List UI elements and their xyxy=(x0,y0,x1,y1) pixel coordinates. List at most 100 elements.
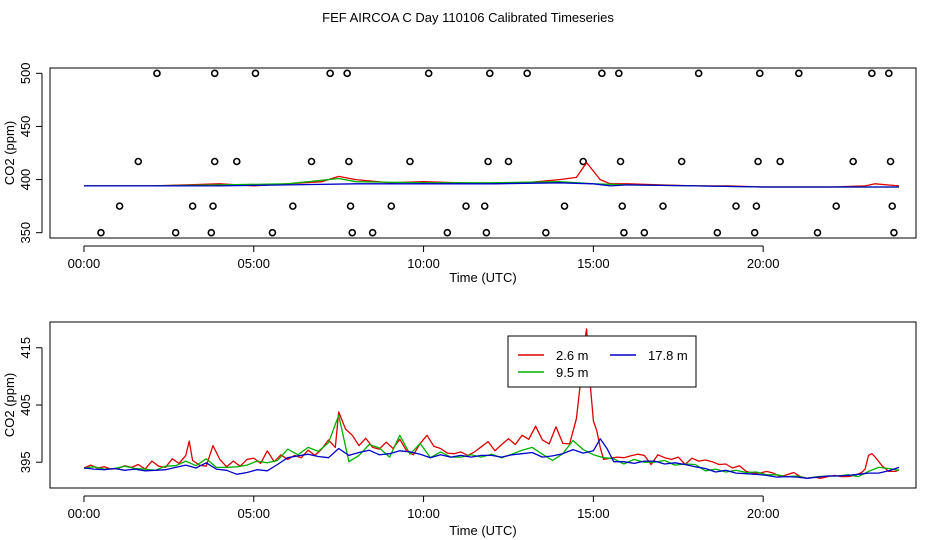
chart-title: FEF AIRCOA C Day 110106 Calibrated Times… xyxy=(322,10,614,25)
calibration-point xyxy=(755,69,764,78)
top-panel: 00:00 05:00 10:00 15:00 20:00 350 400 450 500 T… xyxy=(2,62,917,285)
calibration-point xyxy=(387,202,396,210)
calibration-point xyxy=(620,228,628,237)
calibration-point xyxy=(134,157,143,166)
bottom-y-tick-label: 395 xyxy=(18,451,33,473)
top-y-tick-label: 500 xyxy=(18,62,33,84)
calibration-point xyxy=(504,157,513,166)
bottom-x-axis: 00:00 05:00 10:00 15:00 20:00 xyxy=(68,495,780,521)
top-x-axis: 00:00 05:00 10:00 15:00 20:00 xyxy=(68,245,780,271)
calibration-point xyxy=(732,202,740,210)
calibration-point xyxy=(424,69,433,78)
calibration-point xyxy=(345,157,353,166)
calibration-point xyxy=(210,69,219,78)
calibration-point xyxy=(750,228,759,237)
bottom-series-lines xyxy=(83,328,900,479)
bottom-y-axis-label: CO2 (ppm) xyxy=(2,373,17,437)
calibration-point xyxy=(251,69,260,78)
calibration-point xyxy=(480,202,489,210)
bottom-x-tick-label: 20:00 xyxy=(747,506,780,521)
calibration-point xyxy=(776,157,784,166)
top-x-tick-label: 15:00 xyxy=(577,256,610,271)
calibration-point xyxy=(752,202,761,210)
bottom-x-tick-label: 00:00 xyxy=(68,506,101,521)
calibration-point xyxy=(209,202,217,210)
calibration-point xyxy=(640,228,649,237)
calibration-point xyxy=(115,202,124,210)
top-plot-frame xyxy=(49,67,917,239)
legend-label-17-8m: 17.8 m xyxy=(648,348,688,363)
legend-label-9-5m: 9.5 m xyxy=(556,365,589,380)
calibration-point xyxy=(153,69,161,78)
legend-label-2-6m: 2.6 m xyxy=(556,348,589,363)
calibration-point xyxy=(307,157,316,166)
calibration-point xyxy=(406,157,414,166)
calibration-point xyxy=(368,228,377,237)
bottom-x-tick-label: 10:00 xyxy=(407,506,440,521)
calibration-point xyxy=(713,228,722,237)
calibration-point xyxy=(97,228,105,237)
top-x-tick-label: 10:00 xyxy=(407,256,440,271)
bottom-plot-frame xyxy=(49,321,917,489)
top-x-tick-label: 05:00 xyxy=(237,256,270,271)
calibration-points xyxy=(97,69,898,237)
calibration-point xyxy=(890,228,898,237)
top-series-lines xyxy=(84,161,900,188)
calibration-point xyxy=(207,228,216,237)
calibration-point xyxy=(795,69,803,78)
calibration-point xyxy=(462,202,470,210)
calibration-point xyxy=(886,157,895,166)
top-y-axis: 350 400 450 500 xyxy=(18,62,43,244)
calibration-point xyxy=(615,69,623,78)
calibration-point xyxy=(618,202,627,210)
calibration-point xyxy=(268,228,277,237)
bottom-y-tick-label: 405 xyxy=(18,394,33,416)
calibration-point xyxy=(677,157,686,166)
bottom-x-tick-label: 05:00 xyxy=(237,506,270,521)
top-y-axis-label: CO2 (ppm) xyxy=(2,121,17,185)
calibration-point xyxy=(832,202,840,210)
calibration-point xyxy=(849,157,857,166)
calibration-point xyxy=(659,202,667,210)
bottom-panel: 00:00 05:00 10:00 15:00 20:00 395 405 415 Time… xyxy=(2,321,917,538)
calibration-point xyxy=(343,69,351,78)
calibration-point xyxy=(348,228,357,237)
calibration-point xyxy=(210,157,219,166)
calibration-point xyxy=(346,202,355,210)
calibration-point xyxy=(598,69,606,78)
calibration-point xyxy=(232,157,241,166)
legend: 2.6 m 17.8 m 9.5 m xyxy=(507,335,697,388)
top-series-17-8-m-line xyxy=(84,182,899,188)
calibration-point xyxy=(542,228,550,237)
top-x-tick-label: 00:00 xyxy=(68,256,101,271)
calibration-point xyxy=(289,202,297,210)
calibration-point xyxy=(560,202,569,210)
bottom-x-axis-label: Time (UTC) xyxy=(449,523,516,538)
calibration-point xyxy=(443,228,452,237)
calibration-point xyxy=(523,69,531,78)
calibration-point xyxy=(188,202,197,210)
bottom-x-tick-label: 15:00 xyxy=(577,506,610,521)
bottom-series-9-5-m-line xyxy=(83,414,900,479)
bottom-y-tick-label: 415 xyxy=(18,337,33,359)
calibration-point xyxy=(484,157,492,166)
calibration-point xyxy=(326,69,334,78)
top-x-tick-label: 20:00 xyxy=(747,256,780,271)
bottom-y-axis: 395 405 415 xyxy=(18,337,43,473)
calibration-point xyxy=(888,202,897,210)
calibration-point xyxy=(485,69,494,78)
calibration-point xyxy=(482,228,491,237)
top-y-tick-label: 350 xyxy=(18,222,33,244)
calibration-point xyxy=(579,157,587,166)
calibration-point xyxy=(885,69,893,78)
calibration-point xyxy=(171,228,180,237)
bottom-series-17-8-m-line xyxy=(83,438,900,479)
top-y-tick-label: 400 xyxy=(18,169,33,191)
top-y-tick-label: 450 xyxy=(18,116,33,138)
top-x-axis-label: Time (UTC) xyxy=(449,270,516,285)
legend-box xyxy=(507,335,697,388)
calibration-point xyxy=(868,69,876,78)
calibration-point xyxy=(616,157,625,166)
calibration-point xyxy=(694,69,703,78)
